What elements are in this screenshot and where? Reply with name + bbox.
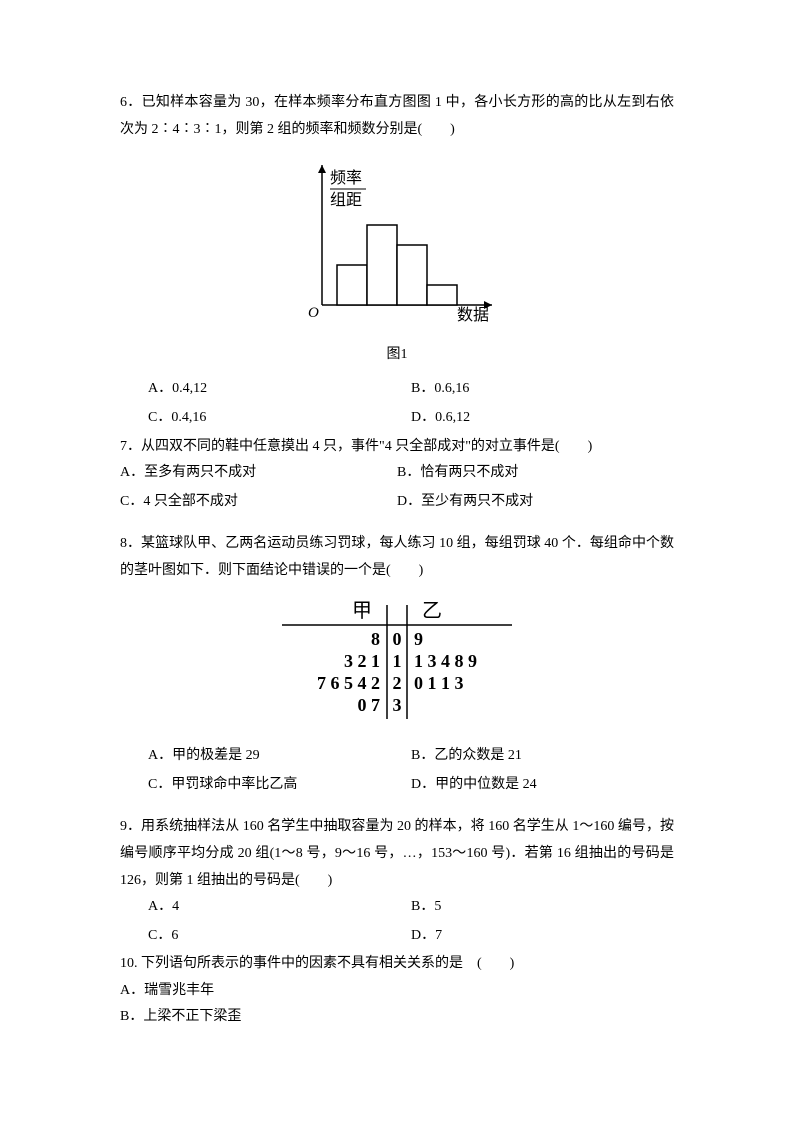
stemleaf-right-header: 乙 xyxy=(422,600,442,622)
svg-text:8: 8 xyxy=(371,629,380,649)
svg-text:7 6 5 4 2: 7 6 5 4 2 xyxy=(317,673,380,693)
q6-figure: 频率 组距 O 数据 xyxy=(120,155,674,336)
q9-text: 9．用系统抽样法从 160 名学生中抽取容量为 20 的样本，将 160 名学生… xyxy=(120,814,674,894)
q8-opt-d: D．甲的中位数是 24 xyxy=(411,772,674,799)
q7-opt-d: D．至少有两只不成对 xyxy=(397,489,674,516)
q8-text: 8．某篮球队甲、乙两名运动员练习罚球，每人练习 10 组，每组罚球 40 个．每… xyxy=(120,531,674,584)
q6-opt-a: A．0.4,12 xyxy=(148,376,411,403)
q9-opt-d: D．7 xyxy=(411,923,674,950)
svg-text:3: 3 xyxy=(393,695,402,715)
q6-opt-b: B．0.6,16 xyxy=(411,376,674,403)
q8-opt-a: A．甲的极差是 29 xyxy=(148,743,411,770)
q9-opt-b: B．5 xyxy=(411,894,674,921)
q6-text: 6．已知样本容量为 30，在样本频率分布直方图图 1 中，各小长方形的高的比从左… xyxy=(120,90,674,143)
hist-ylabel-bot: 组距 xyxy=(330,191,362,209)
svg-text:0 7: 0 7 xyxy=(358,695,381,715)
q7-opt-b: B．恰有两只不成对 xyxy=(397,460,674,487)
svg-text:9: 9 xyxy=(414,629,423,649)
q7-opt-c: C．4 只全部不成对 xyxy=(120,489,397,516)
stemleaf-left-header: 甲 xyxy=(352,600,372,622)
svg-text:1 3 4 8 9: 1 3 4 8 9 xyxy=(414,651,477,671)
hist-xlabel: 数据 xyxy=(457,306,489,324)
q6-fig-caption: 图1 xyxy=(120,342,674,369)
q9-opt-a: A．4 xyxy=(148,894,411,921)
svg-text:2: 2 xyxy=(393,673,402,693)
q6-opt-d: D．0.6,12 xyxy=(411,405,674,432)
hist-origin: O xyxy=(308,305,319,321)
q10-text: 10. 下列语句所表示的事件中的因素不具有相关关系的是 ( ) xyxy=(120,951,674,978)
hist-ylabel-top: 频率 xyxy=(330,169,362,187)
q7-text: 7．从四双不同的鞋中任意摸出 4 只，事件"4 只全部成对"的对立事件是( ) xyxy=(120,434,674,461)
q9-opt-c: C．6 xyxy=(148,923,411,950)
q8-figure: 甲 乙 8 0 9 3 2 1 1 1 3 4 8 9 7 6 5 4 2 2 … xyxy=(120,597,674,738)
svg-text:0 1 1 3: 0 1 1 3 xyxy=(414,673,464,693)
q10-opt-b: B．上梁不正下梁歪 xyxy=(120,1004,674,1031)
svg-text:1: 1 xyxy=(393,651,402,671)
svg-text:3 2 1: 3 2 1 xyxy=(344,651,380,671)
q6-opt-c: C．0.4,16 xyxy=(148,405,411,432)
q8-opt-b: B．乙的众数是 21 xyxy=(411,743,674,770)
svg-text:0: 0 xyxy=(393,629,402,649)
q8-opt-c: C．甲罚球命中率比乙高 xyxy=(148,772,411,799)
q10-opt-a: A．瑞雪兆丰年 xyxy=(120,978,674,1005)
q7-opt-a: A．至多有两只不成对 xyxy=(120,460,397,487)
